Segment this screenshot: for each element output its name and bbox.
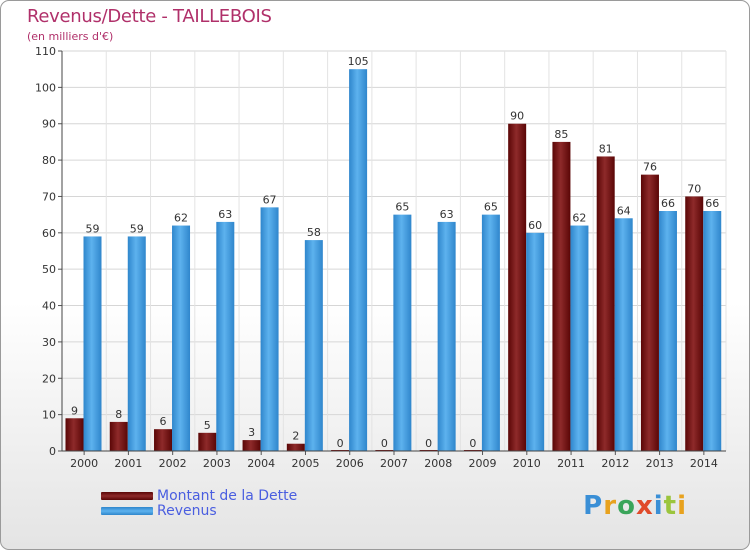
proxiti-logo: Proxiti [583,491,687,521]
bar-revenus-2000 [83,236,102,451]
bar-revenus-2010 [526,232,545,451]
bar-revenus-2009 [481,214,500,451]
x-tick-label-2002: 2002 [159,457,187,470]
x-tick-label-2006: 2006 [336,457,364,470]
legend-label-dette: Montant de la Dette [157,487,298,504]
value-label-revenus-2001: 59 [130,222,144,235]
value-label-dette-2009: 0 [469,437,476,450]
chart-title: Revenus/Dette - TAILLEBOIS [27,6,272,27]
bar-revenus-2007 [393,214,412,451]
y-tick-label: 70 [42,190,56,203]
y-tick-label: 90 [42,118,56,131]
y-tick-label: 40 [42,300,56,313]
value-label-revenus-2011: 62 [572,212,586,225]
legend-swatch-dette [101,491,153,500]
y-tick-label: 100 [35,81,56,94]
bar-dette-2004 [242,440,261,451]
x-tick-label-2008: 2008 [424,457,452,470]
bar-dette-2011 [552,141,571,451]
bar-revenus-2004 [260,207,279,451]
bar-revenus-2008 [437,221,456,451]
bar-dette-2000 [65,418,84,451]
bar-dette-2001 [109,421,128,451]
y-tick-label: 80 [42,154,56,167]
x-tick-label-2000: 2000 [70,457,98,470]
y-tick-label: 60 [42,227,56,240]
value-label-dette-2003: 5 [204,419,211,432]
bar-dette-2002 [154,429,173,451]
y-tick-label: 10 [42,409,56,422]
x-tick-label-2013: 2013 [646,457,674,470]
chart-subtitle: (en milliers d'€) [27,30,114,43]
bar-revenus-2006 [349,69,368,451]
bar-revenus-2011 [570,225,589,451]
x-tick-label-2010: 2010 [513,457,541,470]
value-label-revenus-2006: 105 [348,55,369,68]
value-label-dette-2010: 90 [510,110,524,123]
x-tick-label-2004: 2004 [247,457,275,470]
bar-dette-2003 [198,432,217,451]
bar-dette-2013 [640,174,659,452]
bar-dette-2005 [286,443,305,451]
x-tick-label-2005: 2005 [291,457,319,470]
bar-revenus-2013 [658,211,677,451]
value-label-revenus-2002: 62 [174,212,188,225]
y-tick-label: 20 [42,372,56,385]
value-label-dette-2013: 76 [643,161,657,174]
value-label-revenus-2012: 64 [617,204,631,217]
y-tick-label: 30 [42,336,56,349]
value-label-revenus-2008: 63 [440,208,454,221]
value-label-dette-2012: 81 [599,142,613,155]
value-label-revenus-2005: 58 [307,226,321,239]
x-tick-label-2011: 2011 [557,457,585,470]
value-label-revenus-2010: 60 [528,219,542,232]
value-label-revenus-2013: 66 [661,197,675,210]
x-tick-label-2012: 2012 [601,457,629,470]
legend-swatch-revenus [101,506,153,515]
x-tick-label-2007: 2007 [380,457,408,470]
value-label-dette-2007: 0 [381,437,388,450]
value-label-dette-2005: 2 [292,430,299,443]
value-label-dette-2008: 0 [425,437,432,450]
y-tick-label: 110 [35,45,56,58]
bar-dette-2010 [508,123,527,452]
bar-dette-2014 [685,196,704,451]
x-tick-label-2003: 2003 [203,457,231,470]
value-label-dette-2004: 3 [248,426,255,439]
bar-revenus-2003 [216,221,235,451]
x-tick-label-2014: 2014 [690,457,718,470]
legend-item-dette: Montant de la Dette [101,487,298,504]
value-label-revenus-2000: 59 [86,222,100,235]
bar-revenus-2001 [127,236,146,451]
bar-revenus-2014 [703,211,722,451]
value-label-revenus-2004: 67 [263,193,277,206]
bar-dette-2012 [596,156,615,452]
value-label-dette-2014: 70 [687,182,701,195]
value-label-dette-2002: 6 [160,415,167,428]
x-tick-label-2001: 2001 [114,457,142,470]
x-tick-label-2009: 2009 [469,457,497,470]
value-label-revenus-2003: 63 [218,208,232,221]
bar-revenus-2002 [172,225,191,451]
bar-revenus-2012 [614,218,633,451]
bar-revenus-2005 [304,240,323,451]
value-label-dette-2001: 8 [115,408,122,421]
value-label-dette-2006: 0 [337,437,344,450]
legend: Montant de la Dette Revenus [101,487,298,519]
value-label-dette-2000: 9 [71,404,78,417]
legend-item-revenus: Revenus [101,502,297,519]
y-tick-label: 0 [49,445,56,458]
value-label-revenus-2007: 65 [395,201,409,214]
y-tick-label: 50 [42,263,56,276]
value-label-revenus-2014: 66 [705,197,719,210]
value-label-dette-2011: 85 [554,128,568,141]
legend-label-revenus: Revenus [157,502,217,519]
value-label-revenus-2009: 65 [484,201,498,214]
